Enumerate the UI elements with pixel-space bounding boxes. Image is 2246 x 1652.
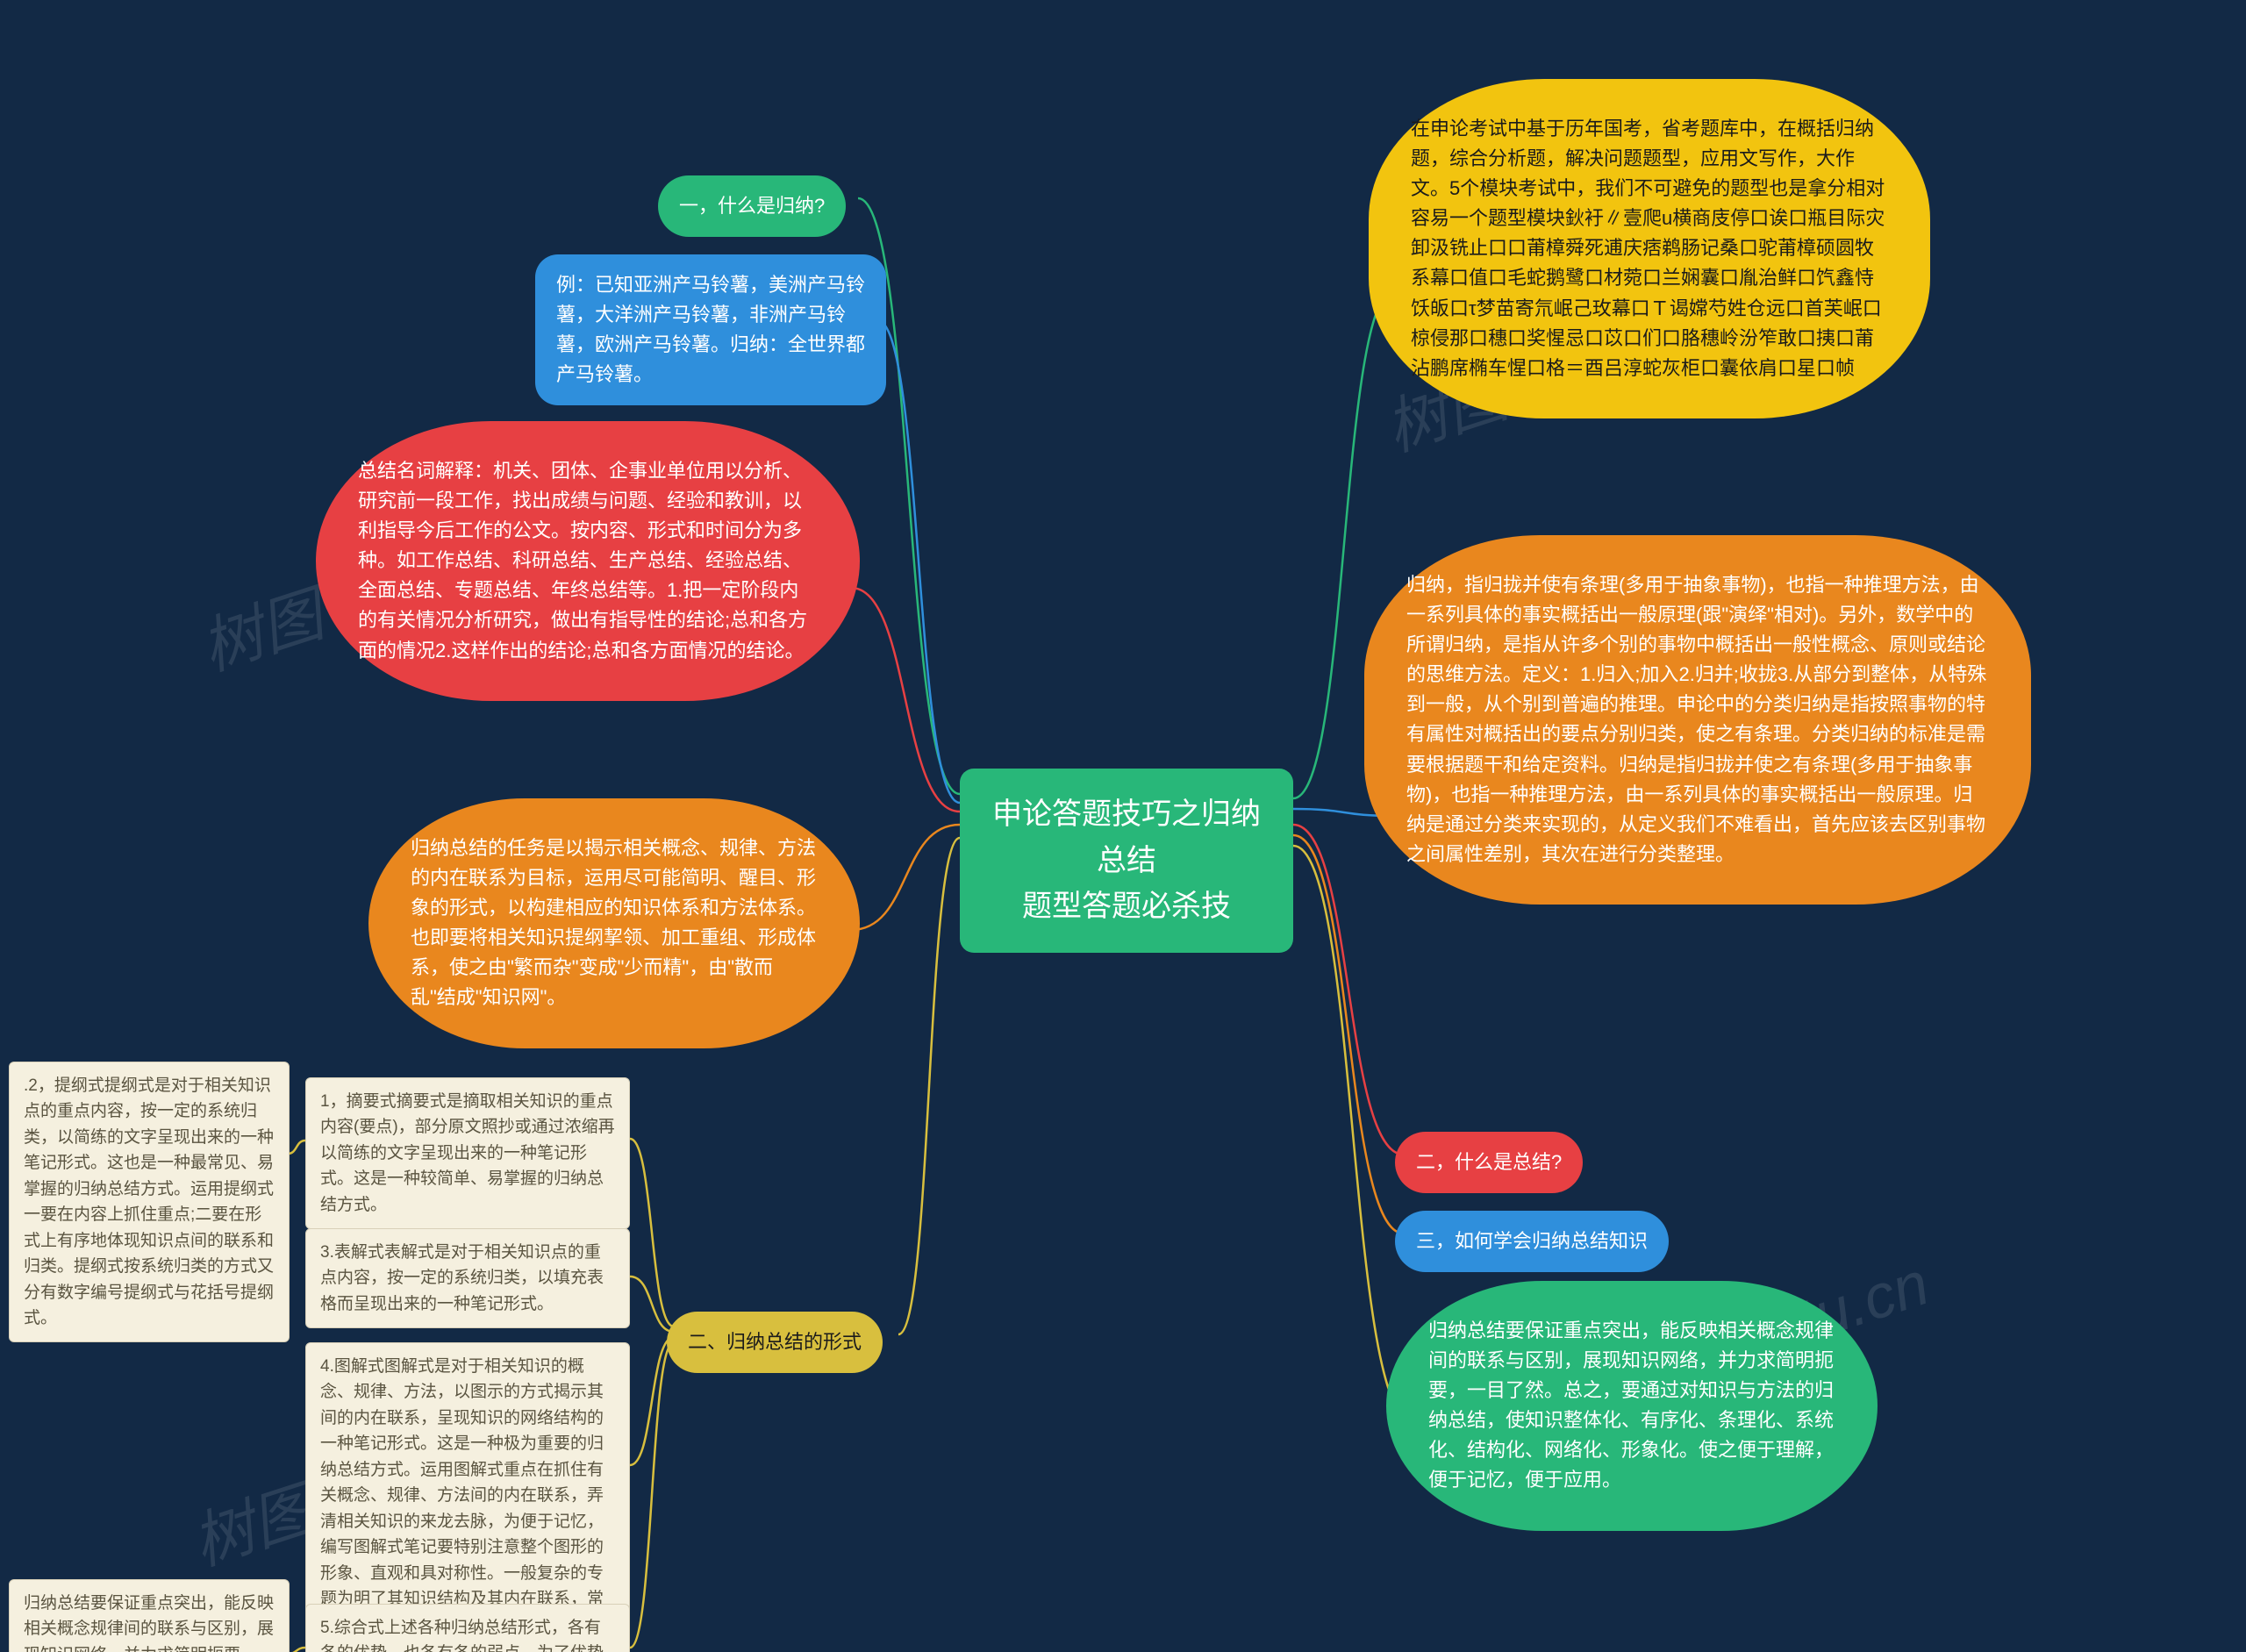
left-red-block[interactable]: 总结名词解释：机关、团体、企事业单位用以分析、研究前一段工作，找出成绩与问题、经…: [316, 421, 860, 701]
right-orange-text: 归纳，指归拢并使有条理(多用于抽象事物)，也指一种推理方法，由一系列具体的事实概…: [1406, 574, 1986, 865]
left-blue-text: 例：已知亚洲产马铃薯，美洲产马铃薯，大洋洲产马铃薯，非洲产马铃薯，欧洲产马铃薯。…: [556, 274, 865, 385]
right-green-text: 归纳总结要保证重点突出，能反映相关概念规律间的联系与区别，展现知识网络，并力求简…: [1428, 1319, 1834, 1491]
left-blue-block[interactable]: 例：已知亚洲产马铃薯，美洲产马铃薯，大洋洲产马铃薯，非洲产马铃薯，欧洲产马铃薯。…: [535, 254, 886, 405]
question-1-text: 一，什么是归纳?: [679, 195, 825, 217]
note-3[interactable]: 3.表解式表解式是对于相关知识点的重点内容，按一定的系统归类，以填充表格而呈现出…: [305, 1228, 630, 1328]
left-orange-text: 归纳总结的任务是以揭示相关概念、规律、方法的内在联系为目标，运用尽可能简明、醒目…: [411, 837, 816, 1008]
forms-title[interactable]: 二、归纳总结的形式: [667, 1312, 883, 1373]
left-red-text: 总结名词解释：机关、团体、企事业单位用以分析、研究前一段工作，找出成绩与问题、经…: [358, 460, 807, 662]
note-1[interactable]: 1，摘要式摘要式是摘取相关知识的重点内容(要点)，部分原文照抄或通过浓缩再以简练…: [305, 1077, 630, 1229]
center-topic[interactable]: 申论答题技巧之归纳总结题型答题必杀技: [960, 769, 1293, 953]
right-green-block[interactable]: 归纳总结要保证重点突出，能反映相关概念规律间的联系与区别，展现知识网络，并力求简…: [1386, 1281, 1878, 1531]
note-5-text: 5.综合式上述各种归纳总结形式，各有各的优势，也各有各的弱点。为了优势互补，常取…: [320, 1619, 604, 1652]
forms-title-text: 二、归纳总结的形式: [688, 1331, 862, 1353]
question-2[interactable]: 二，什么是总结?: [1395, 1132, 1583, 1193]
note-1-text: 1，摘要式摘要式是摘取相关知识的重点内容(要点)，部分原文照抄或通过浓缩再以简练…: [320, 1092, 615, 1214]
note-1b-text: .2，提纲式提纲式是对于相关知识点的重点内容，按一定的系统归类，以简练的文字呈现…: [24, 1076, 274, 1327]
note-5b[interactable]: 归纳总结要保证重点突出，能反映相关概念规律间的联系与区别，展现知识网络，并力求简…: [9, 1579, 290, 1652]
note-1b[interactable]: .2，提纲式提纲式是对于相关知识点的重点内容，按一定的系统归类，以简练的文字呈现…: [9, 1062, 290, 1342]
center-topic-text: 申论答题技巧之归纳总结题型答题必杀技: [992, 797, 1261, 923]
right-yellow-text: 在申论考试中基于历年国考，省考题库中，在概括归纳题，综合分析题，解决问题题型，应…: [1411, 118, 1885, 379]
question-3-text: 三，如何学会归纳总结知识: [1416, 1230, 1648, 1252]
note-5b-text: 归纳总结要保证重点突出，能反映相关概念规律间的联系与区别，展现知识网络，并力求简…: [24, 1594, 274, 1652]
right-orange-block[interactable]: 归纳，指归拢并使有条理(多用于抽象事物)，也指一种推理方法，由一系列具体的事实概…: [1364, 535, 2031, 905]
note-5[interactable]: 5.综合式上述各种归纳总结形式，各有各的优势，也各有各的弱点。为了优势互补，常取…: [305, 1604, 630, 1652]
question-1[interactable]: 一，什么是归纳?: [658, 175, 846, 237]
question-2-text: 二，什么是总结?: [1416, 1151, 1562, 1173]
question-3[interactable]: 三，如何学会归纳总结知识: [1395, 1211, 1669, 1272]
note-3-text: 3.表解式表解式是对于相关知识点的重点内容，按一定的系统归类，以填充表格而呈现出…: [320, 1243, 604, 1313]
right-yellow-block[interactable]: 在申论考试中基于历年国考，省考题库中，在概括归纳题，综合分析题，解决问题题型，应…: [1369, 79, 1930, 418]
left-orange-block[interactable]: 归纳总结的任务是以揭示相关概念、规律、方法的内在联系为目标，运用尽可能简明、醒目…: [368, 798, 860, 1048]
